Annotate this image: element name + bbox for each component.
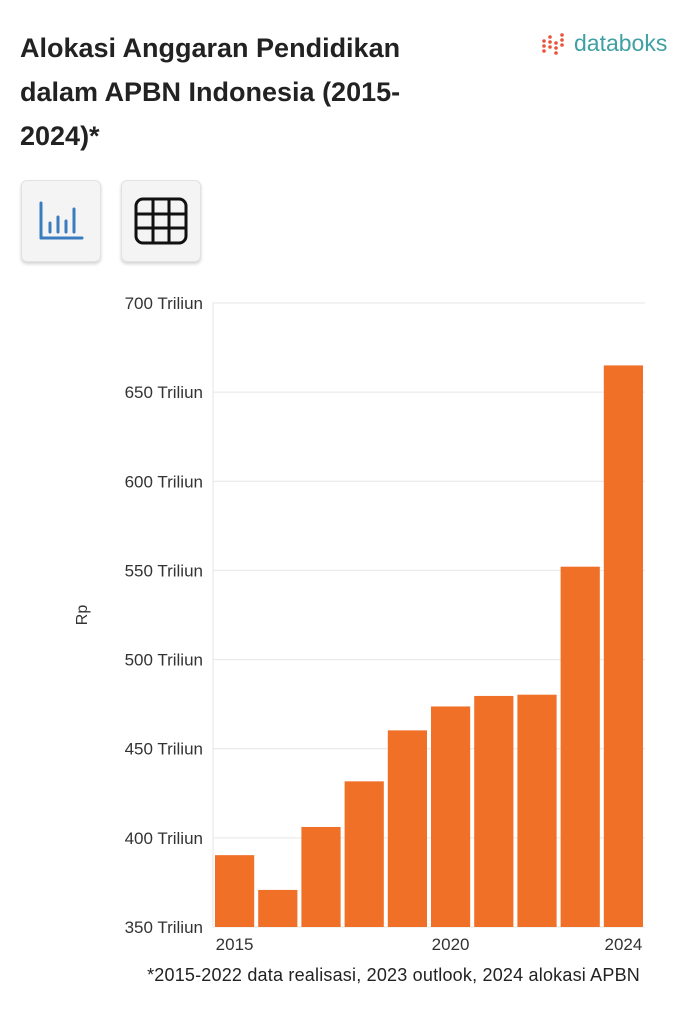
databoks-logo-icon <box>542 32 564 55</box>
databoks-logo[interactable]: databoks <box>540 30 667 57</box>
bar-2016[interactable] <box>258 889 298 927</box>
bar-2015[interactable] <box>215 855 255 927</box>
bar-chart-icon <box>39 201 84 240</box>
bar-2023[interactable] <box>560 566 600 927</box>
y-tick-label: 600 Triliun <box>125 472 203 491</box>
bar-2019[interactable] <box>387 730 427 927</box>
table-grid-icon <box>134 197 188 245</box>
y-tick-label: 450 Triliun <box>125 740 203 759</box>
bar-chart: 350 Triliun 400 Triliun 450 Triliun 500 Tri… <box>74 294 645 954</box>
bar-2022[interactable] <box>517 694 557 927</box>
y-tick-label: 500 Triliun <box>125 651 203 670</box>
y-tick-label: 400 Triliun <box>125 829 203 848</box>
footnote: *2015-2022 data realisasi, 2023 outlook,… <box>147 965 640 985</box>
x-tick-label: 2015 <box>216 935 254 954</box>
chart-view-button[interactable] <box>21 180 101 262</box>
y-tick-label: 650 Triliun <box>125 383 203 402</box>
y-axis-label: Rp <box>74 605 91 626</box>
bar-2020[interactable] <box>431 706 471 927</box>
x-tick-label: 2020 <box>432 935 470 954</box>
bar-2017[interactable] <box>301 826 341 927</box>
bar-2024[interactable] <box>603 365 643 927</box>
bar-2018[interactable] <box>344 781 384 927</box>
y-tick-label: 350 Triliun <box>125 918 203 937</box>
brand-name: databoks <box>574 30 668 56</box>
y-tick-label: 550 Triliun <box>125 561 203 580</box>
y-tick-label: 700 Triliun <box>125 294 203 313</box>
bar-2021[interactable] <box>474 695 514 927</box>
table-view-button[interactable] <box>121 180 201 262</box>
x-tick-label: 2024 <box>604 935 642 954</box>
chart-title: Alokasi Anggaran Pendidikan dalam APBN I… <box>20 33 401 151</box>
